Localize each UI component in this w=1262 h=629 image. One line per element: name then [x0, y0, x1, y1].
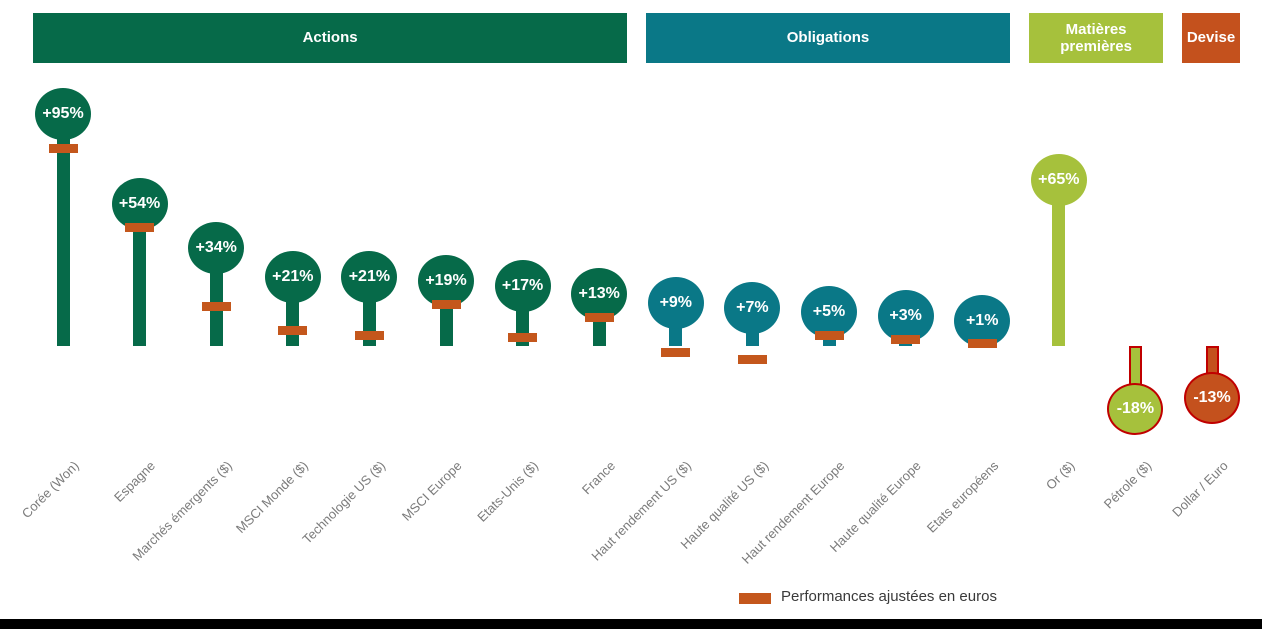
- group-header-devise: Devise: [1182, 13, 1240, 63]
- axis-label-petrole: Pétrole ($): [1100, 458, 1155, 512]
- value-bubble-petrole: -18%: [1107, 382, 1164, 435]
- value-bubble-etats-unis: +17%: [494, 259, 551, 312]
- value-bubble-france: +13%: [571, 268, 628, 321]
- axis-label-coree-won: Corée (Won): [18, 458, 82, 522]
- value-bubble-dollar-euro: -13%: [1184, 371, 1240, 424]
- value-bubble-coree-won: +95%: [35, 88, 91, 140]
- legend: Performances ajustées en euros: [739, 588, 997, 605]
- value-bubble-technologie-us: +21%: [341, 250, 398, 303]
- value-label: +7%: [736, 298, 769, 316]
- adjusted-performance-tick-haut-rendement-europe: [814, 330, 844, 340]
- lollipop-stem-haut-rendement-us: [669, 326, 683, 346]
- adjusted-performance-tick-msci-europe: [431, 299, 461, 309]
- value-bubble-etats-europeens: +1%: [954, 294, 1011, 347]
- value-label: +95%: [42, 105, 84, 122]
- value-bubble-haute-qualite-us: +7%: [724, 281, 781, 334]
- adjusted-performance-tick-haute-qualite-europe: [891, 334, 921, 344]
- lollipop-stem-msci-monde: [286, 299, 300, 346]
- value-bubble-or: +65%: [1030, 154, 1087, 206]
- lollipop-stem-or: [1052, 203, 1066, 346]
- group-header-matieres-premieres: Matières premières: [1028, 13, 1164, 63]
- legend-swatch-adjusted-performance: [739, 593, 771, 604]
- value-bubble-marches-emergents: +34%: [188, 222, 245, 275]
- value-label: +1%: [965, 311, 999, 329]
- value-bubble-msci-europe: +19%: [418, 255, 474, 308]
- lollipop-stem-coree-won: [56, 137, 70, 346]
- value-label: +34%: [195, 239, 237, 257]
- value-label: -13%: [1193, 388, 1231, 406]
- axis-label-or: Or ($): [1042, 458, 1078, 493]
- axis-label-technologie-us: Technologie US ($): [299, 458, 389, 547]
- group-header-actions: Actions: [33, 13, 628, 63]
- axis-label-etats-europeens: Etats européens: [923, 458, 1001, 536]
- value-bubble-haute-qualite-europe: +3%: [877, 290, 934, 343]
- adjusted-performance-tick-espagne: [125, 222, 155, 232]
- lollipop-stem-msci-europe: [439, 304, 453, 346]
- axis-label-etats-unis: Etats-Unis ($): [474, 458, 542, 525]
- adjusted-performance-tick-haute-qualite-us: [737, 354, 767, 364]
- value-label: -18%: [1116, 399, 1155, 417]
- axis-label-msci-monde: MSCI Monde ($): [233, 458, 312, 537]
- adjusted-performance-tick-haut-rendement-us: [661, 348, 691, 358]
- value-bubble-espagne: +54%: [111, 178, 168, 231]
- value-label: +3%: [889, 307, 922, 325]
- lollipop-stem-haute-qualite-us: [745, 330, 759, 346]
- adjusted-performance-tick-coree-won: [48, 143, 78, 153]
- lollipop-stem-dollar-euro: [1205, 346, 1219, 375]
- adjusted-performance-tick-msci-monde: [278, 326, 308, 336]
- axis-label-france: France: [578, 458, 618, 498]
- axis-label-espagne: Espagne: [111, 458, 159, 505]
- group-header-obligations: Obligations: [645, 13, 1011, 63]
- value-bubble-haut-rendement-us: +9%: [647, 277, 704, 330]
- value-label: +21%: [348, 267, 391, 285]
- value-label: +21%: [272, 267, 314, 285]
- value-label: +13%: [578, 285, 620, 303]
- axis-label-dollar-euro: Dollar / Euro: [1168, 458, 1231, 520]
- axis-label-msci-europe: MSCI Europe: [398, 458, 465, 524]
- value-bubble-msci-monde: +21%: [264, 250, 321, 303]
- value-label: +19%: [425, 272, 467, 290]
- lollipop-stem-petrole: [1128, 346, 1142, 386]
- adjusted-performance-tick-technologie-us: [354, 330, 384, 340]
- adjusted-performance-tick-etats-unis: [508, 332, 538, 342]
- value-label: +5%: [812, 303, 846, 320]
- bottom-edge-bar: [0, 619, 1262, 629]
- lollipop-stem-haut-rendement-europe: [822, 335, 836, 346]
- value-label: +54%: [118, 195, 161, 213]
- value-label: +17%: [501, 276, 544, 294]
- adjusted-performance-tick-france: [584, 312, 614, 322]
- value-bubble-haut-rendement-europe: +5%: [801, 286, 857, 338]
- adjusted-performance-tick-etats-europeens: [967, 339, 997, 349]
- lollipop-stem-france: [592, 317, 606, 346]
- value-label: +65%: [1038, 171, 1080, 188]
- value-label: +9%: [659, 294, 693, 312]
- legend-label: Performances ajustées en euros: [781, 588, 997, 605]
- lollipop-stem-espagne: [133, 227, 147, 346]
- adjusted-performance-tick-marches-emergents: [201, 301, 231, 311]
